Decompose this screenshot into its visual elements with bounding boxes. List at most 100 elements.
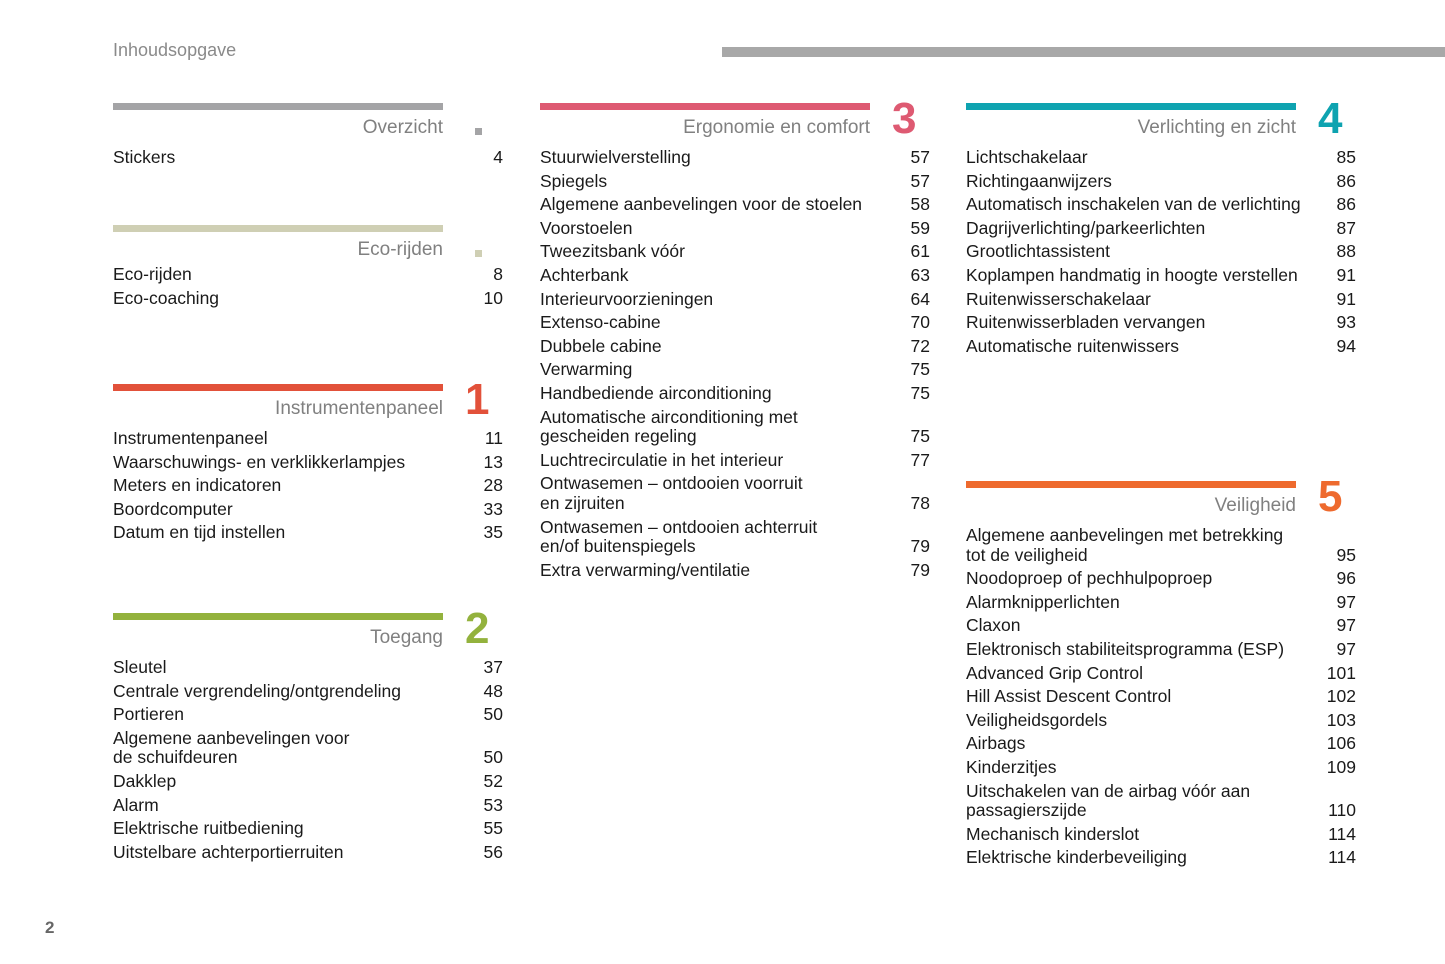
toc-list: Lichtschakelaar 85 Richtingaanwijzers 86 Aut… [966, 147, 1356, 360]
square-marker-icon [475, 128, 482, 135]
entry-page: 94 [1336, 335, 1356, 356]
toc-entry[interactable]: Sleutel 37 [113, 657, 503, 678]
entry-title: Claxon [966, 615, 1021, 636]
toc-entry[interactable]: Elektrische kinderbeveiliging 114 [966, 848, 1356, 868]
entry-page: 88 [1336, 241, 1356, 262]
toc-entry[interactable]: Tweezitsbank vóór 61 [540, 242, 930, 262]
entry-title: Spiegels [540, 170, 608, 191]
toc-entry[interactable]: Handbediende airconditioning 75 [540, 382, 930, 404]
toc-entry[interactable]: Dubbele cabine 72 [540, 336, 930, 357]
toc-entry[interactable]: Achterbank 63 [540, 264, 930, 286]
entry-page: 63 [910, 264, 930, 285]
entry-title: Sleutel [113, 657, 167, 677]
entry-page: 87 [1336, 217, 1356, 238]
toc-entry[interactable]: Verwarming 75 [540, 360, 930, 380]
section-title: Overzicht [362, 117, 443, 138]
toc-entry[interactable]: Dagrijverlichting/parkeerlichten 87 [966, 217, 1356, 239]
toc-entry[interactable]: Extenso-cabine 70 [540, 313, 930, 333]
entry-title: Boordcomputer [113, 498, 233, 519]
toc-entry[interactable]: Interieurvoorzieningen 64 [540, 288, 930, 310]
entry-page: 85 [1336, 147, 1356, 167]
entry-page: 10 [483, 287, 503, 308]
entry-title: Automatische ruitenwissers [966, 335, 1179, 356]
toc-entry[interactable]: Dakklep 52 [113, 771, 503, 792]
toc-entry[interactable]: Mechanisch kinderslot 114 [966, 823, 1356, 845]
toc-entry[interactable]: Grootlichtassistent 88 [966, 242, 1356, 262]
chapter-number: 5 [1318, 472, 1343, 521]
toc-entry[interactable]: Centrale vergrendeling/ontgrendeling 48 [113, 681, 503, 702]
chapter-number: 3 [892, 94, 917, 143]
entry-title: Portieren [113, 704, 185, 725]
entry-page: 75 [910, 359, 930, 380]
toc-entry[interactable]: Ontwasemen – ontdooien voorruit en zijru… [540, 473, 930, 513]
entry-page: 103 [1326, 709, 1356, 730]
toc-entry[interactable]: Koplampen handmatig in hoogte verstellen… [966, 264, 1356, 286]
toc-entry[interactable]: Portieren 50 [113, 705, 503, 725]
toc-list: Instrumentenpaneel 11 Waarschuwings- en ve… [113, 428, 503, 547]
toc-list: Eco-rijden 8 Eco-coaching 10 [113, 264, 503, 312]
entry-page: 114 [1328, 823, 1356, 844]
entry-title: Ruitenwisserbladen vervangen [966, 312, 1206, 333]
toc-entry[interactable]: Uitschakelen van de airbag vóór aan pass… [966, 781, 1356, 821]
toc-entry[interactable]: Instrumentenpaneel 11 [113, 428, 503, 449]
toc-entry[interactable]: Waarschuwings- en verklikkerlampjes 13 [113, 451, 503, 473]
toc-entry[interactable]: Algemene aanbevelingen met betrekking to… [966, 525, 1356, 565]
document-header-title: Inhoudsopgave [113, 40, 237, 60]
toc-entry[interactable]: Airbags 106 [966, 734, 1356, 754]
toc-entry[interactable]: Boordcomputer 33 [113, 498, 503, 520]
section-color-bar [113, 384, 443, 391]
toc-entry[interactable]: Richtingaanwijzers 86 [966, 170, 1356, 192]
toc-entry[interactable]: Claxon 97 [966, 616, 1356, 636]
entry-title: Stuurwielverstelling [540, 147, 691, 167]
toc-entry[interactable]: Ontwasemen – ontdooien achterruit en/of … [540, 517, 930, 557]
toc-entry[interactable]: Stuurwielverstelling 57 [540, 147, 930, 168]
entry-title: Ruitenwisserschakelaar [966, 288, 1151, 309]
toc-list: Stuurwielverstelling 57 Spiegels 57 Algemene… [540, 147, 930, 584]
toc-entry[interactable]: Automatisch inschakelen van de verlichti… [966, 195, 1356, 215]
toc-entry[interactable]: Kinderzitjes 109 [966, 757, 1356, 778]
toc-entry[interactable]: Ruitenwisserschakelaar 91 [966, 288, 1356, 310]
entry-title: Koplampen handmatig in hoogte verstellen [966, 264, 1298, 285]
toc-entry[interactable]: Algemene aanbevelingen voor de schuifdeu… [113, 728, 503, 768]
toc-entry[interactable]: Ruitenwisserbladen vervangen 93 [966, 313, 1356, 333]
toc-entry[interactable]: Extra verwarming/ventilatie 79 [540, 560, 930, 581]
entry-page: 110 [1328, 800, 1356, 821]
toc-entry[interactable]: Algemene aanbevelingen voor de stoelen 58 [540, 195, 930, 215]
toc-entry[interactable]: Elektrische ruitbediening 55 [113, 819, 503, 839]
entry-title: Waarschuwings- en verklikkerlampjes [113, 451, 406, 472]
entry-page: 61 [910, 241, 930, 262]
toc-entry[interactable]: Voorstoelen 59 [540, 218, 930, 239]
toc-entry[interactable]: Stickers 4 [113, 147, 503, 168]
toc-entry[interactable]: Alarm 53 [113, 794, 503, 816]
entry-title: Datum en tijd instellen [113, 522, 286, 543]
entry-page: 75 [910, 426, 930, 447]
square-marker-icon [475, 250, 482, 257]
toc-entry[interactable]: Luchtrecirculatie in het interieur 77 [540, 449, 930, 471]
entry-title: Handbediende airconditioning [540, 382, 772, 403]
toc-entry[interactable]: Noodoproep of pechhulpoproep 96 [966, 569, 1356, 589]
entry-page: 86 [1336, 170, 1356, 191]
toc-entry[interactable]: Eco-coaching 10 [113, 287, 503, 309]
toc-entry[interactable]: Advanced Grip Control 101 [966, 663, 1356, 684]
toc-list: Stickers 4 [113, 147, 503, 172]
toc-entry[interactable]: Meters en indicatoren 28 [113, 476, 503, 496]
toc-entry[interactable]: Uitstelbare achterportierruiten 56 [113, 842, 503, 863]
toc-entry[interactable]: Elektronisch stabiliteitsprogramma (ESP)… [966, 639, 1356, 660]
entry-page: 55 [483, 818, 503, 839]
entry-title: Eco-coaching [113, 287, 220, 308]
entry-title: Alarmknipperlichten [966, 591, 1120, 612]
toc-entry[interactable]: Hill Assist Descent Control 102 [966, 687, 1356, 707]
toc-entry[interactable]: Spiegels 57 [540, 170, 930, 192]
entry-title: Alarm [113, 794, 159, 815]
toc-entry[interactable]: Veiligheidsgordels 103 [966, 709, 1356, 731]
toc-entry[interactable]: Automatische airconditioning met geschei… [540, 407, 930, 447]
entry-title: Verwarming [540, 359, 633, 380]
toc-entry[interactable]: Alarmknipperlichten 97 [966, 591, 1356, 613]
toc-entry[interactable]: Eco-rijden 8 [113, 264, 503, 285]
entry-title: Lichtschakelaar [966, 147, 1088, 167]
entry-page: 77 [910, 449, 930, 470]
toc-entry[interactable]: Automatische ruitenwissers 94 [966, 335, 1356, 357]
entry-title: Interieurvoorzieningen [540, 288, 714, 309]
toc-entry[interactable]: Lichtschakelaar 85 [966, 147, 1356, 168]
toc-entry[interactable]: Datum en tijd instellen 35 [113, 523, 503, 543]
